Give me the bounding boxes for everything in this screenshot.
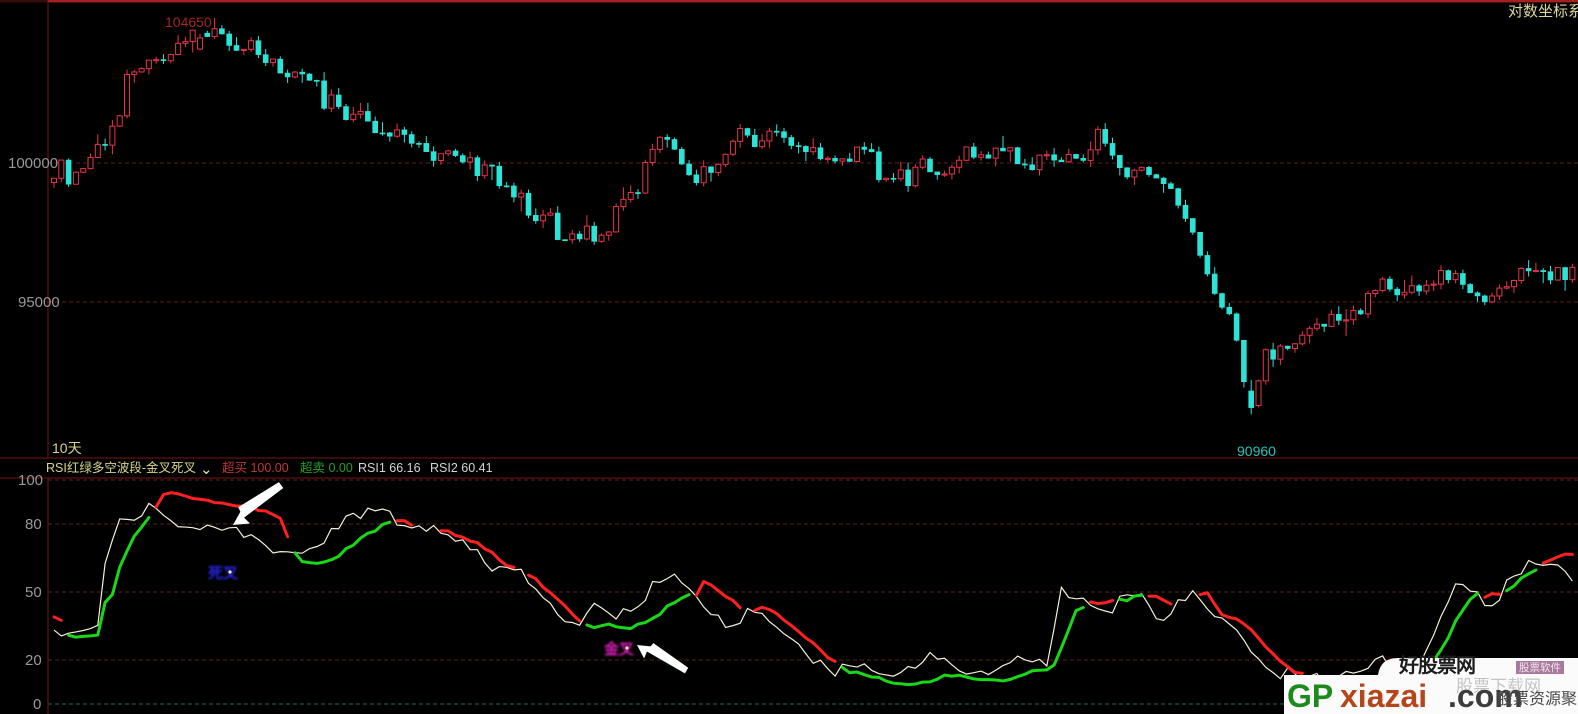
svg-text:好股票网: 好股票网 <box>1398 653 1475 677</box>
svg-text:xiazai: xiazai <box>1340 678 1427 714</box>
svg-text:RSI2 60.41: RSI2 60.41 <box>430 461 493 475</box>
svg-text:100: 100 <box>18 472 43 489</box>
svg-text:50: 50 <box>25 584 42 601</box>
svg-text:95000: 95000 <box>18 294 60 311</box>
svg-text:死叉: 死叉 <box>208 565 239 582</box>
svg-text:金叉: 金叉 <box>603 640 635 658</box>
svg-text:股票资源聚合: 股票资源聚合 <box>1497 690 1578 708</box>
svg-text:⌄: ⌄ <box>200 461 213 478</box>
svg-text:对数坐标系: 对数坐标系 <box>1508 3 1578 20</box>
svg-text:GP: GP <box>1287 678 1333 714</box>
svg-text:股票软件: 股票软件 <box>1519 661 1561 674</box>
svg-text:超卖 0.00: 超卖 0.00 <box>300 460 353 475</box>
svg-text:RSI1 66.16: RSI1 66.16 <box>358 461 421 475</box>
svg-text:10天: 10天 <box>52 440 82 456</box>
svg-text:100000: 100000 <box>8 155 58 172</box>
svg-text:80: 80 <box>25 516 42 533</box>
svg-text:0: 0 <box>33 696 41 713</box>
svg-text:20: 20 <box>25 652 42 669</box>
svg-text:超买 100.00: 超买 100.00 <box>222 460 289 475</box>
svg-text:RSI红绿多空波段-金叉死叉: RSI红绿多空波段-金叉死叉 <box>46 460 197 475</box>
svg-text:90960: 90960 <box>1237 443 1276 459</box>
svg-text:104650: 104650 <box>165 14 212 30</box>
